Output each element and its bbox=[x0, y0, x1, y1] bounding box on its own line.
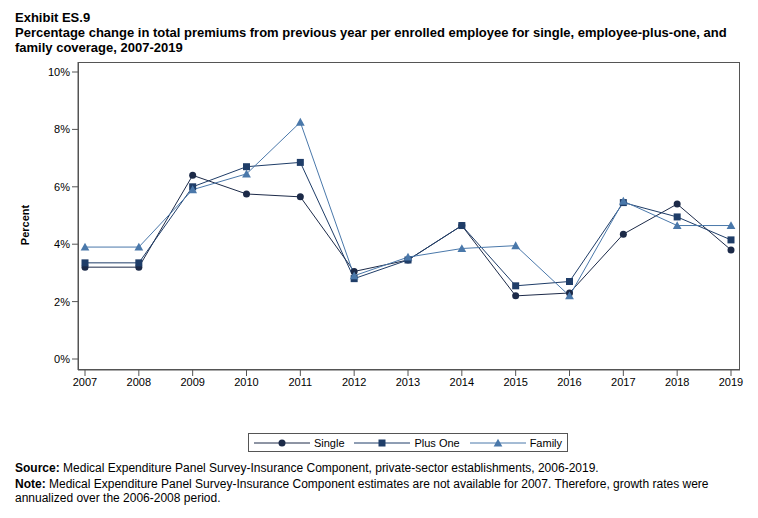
html-text:Single: Single bbox=[314, 436, 345, 449]
svg-text:2012: 2012 bbox=[342, 376, 366, 388]
html-text:Percentage change in total pre: Percentage change in total premiums from… bbox=[15, 25, 727, 55]
svg-text:6%: 6% bbox=[54, 181, 70, 193]
svg-text:2019: 2019 bbox=[719, 376, 743, 388]
svg-text:2011: 2011 bbox=[289, 376, 313, 388]
html-text:Percent: Percent bbox=[19, 204, 31, 246]
svg-text:10%: 10% bbox=[48, 66, 70, 78]
svg-text:2014: 2014 bbox=[450, 376, 474, 388]
html-text:Family: Family bbox=[529, 436, 562, 449]
svg-text:2010: 2010 bbox=[234, 376, 258, 388]
html-text:Plus One: Plus One bbox=[414, 436, 460, 449]
svg-text:2016: 2016 bbox=[557, 376, 581, 388]
svg-text:4%: 4% bbox=[54, 238, 70, 250]
svg-text:2009: 2009 bbox=[180, 376, 204, 388]
svg-text:8%: 8% bbox=[54, 123, 70, 135]
svg-text:2015: 2015 bbox=[503, 376, 527, 388]
html-text:Source: Medical Expenditure Pa: Source: Medical Expenditure Panel Survey… bbox=[15, 461, 599, 475]
html-text:Exhibit ES.9: Exhibit ES.9 bbox=[15, 10, 91, 25]
svg-text:0%: 0% bbox=[54, 353, 70, 365]
svg-text:2008: 2008 bbox=[127, 376, 151, 388]
svg-text:2%: 2% bbox=[54, 296, 70, 308]
svg-text:2018: 2018 bbox=[665, 376, 689, 388]
svg-text:2007: 2007 bbox=[73, 376, 97, 388]
svg-text:2013: 2013 bbox=[396, 376, 420, 388]
html-text:Note: Medical Expenditure Pane: Note: Medical Expenditure Panel Survey-I… bbox=[15, 477, 709, 505]
svg-text:2017: 2017 bbox=[611, 376, 635, 388]
